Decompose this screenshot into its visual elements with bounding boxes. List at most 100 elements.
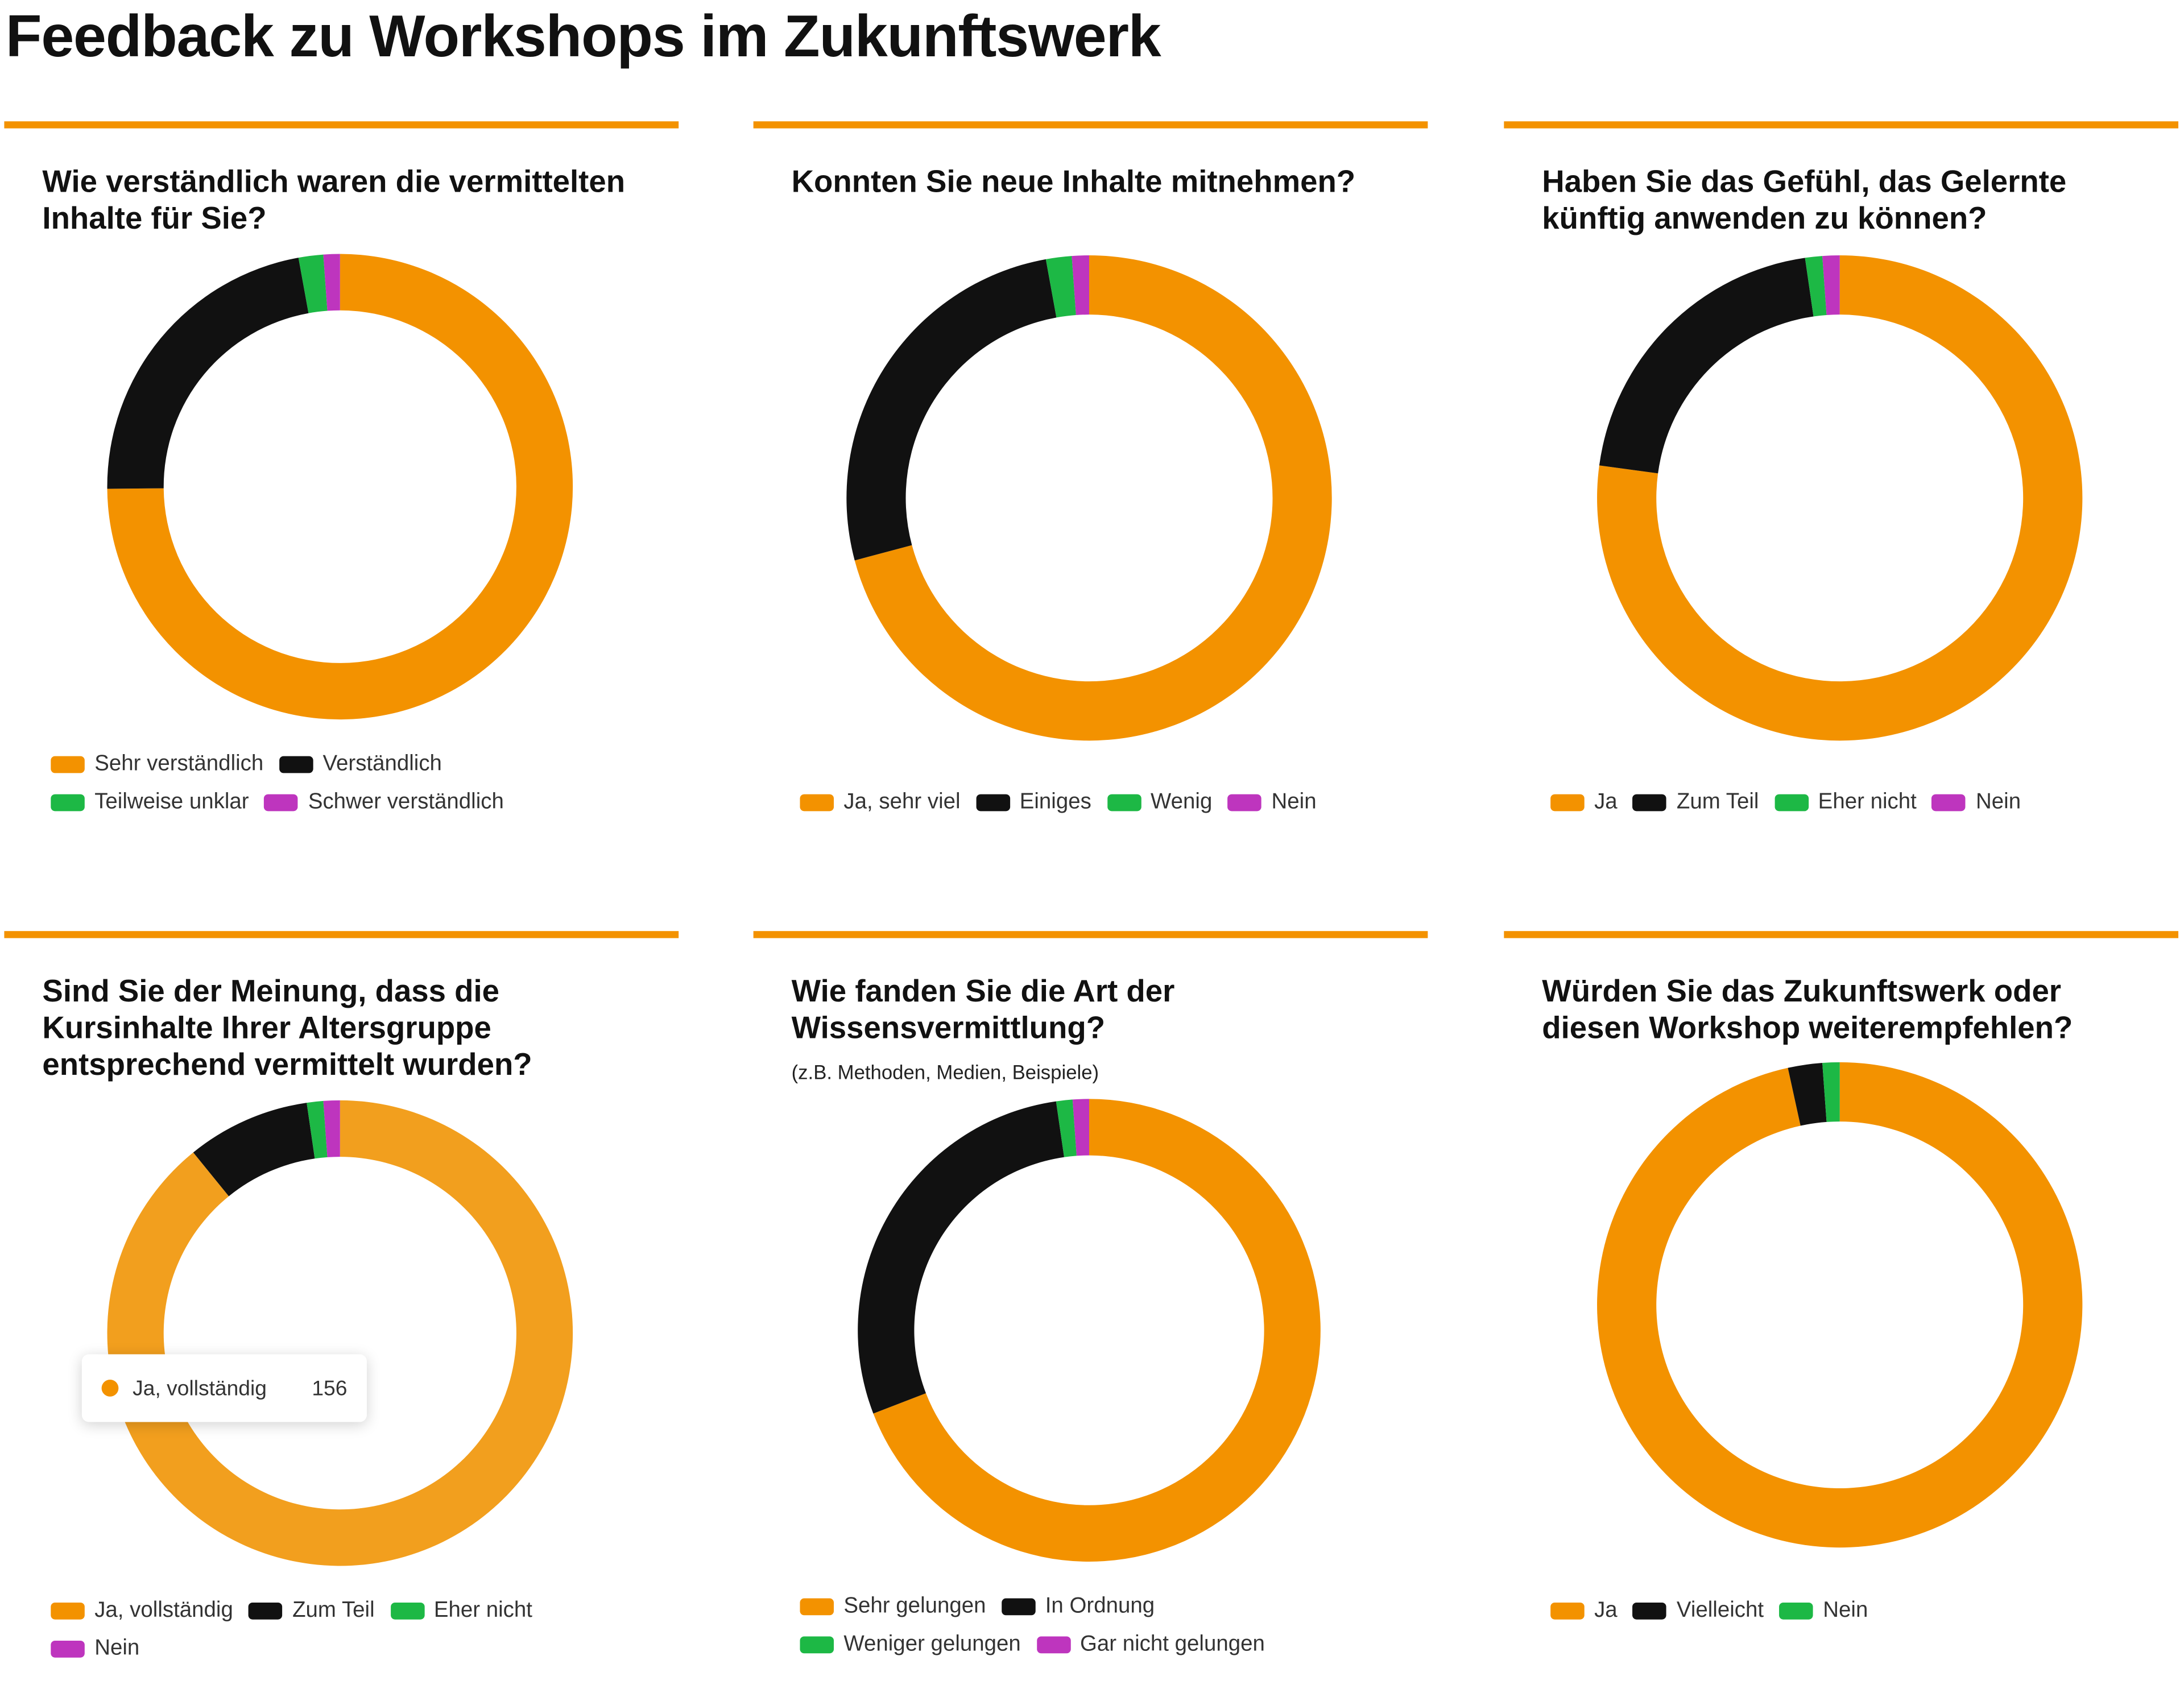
tooltip-dot — [101, 1380, 119, 1397]
legend-label: Nein — [1823, 1598, 1868, 1622]
legend-label: Wenig — [1151, 790, 1213, 814]
donut-chart — [846, 255, 1332, 741]
legend-swatch — [800, 794, 834, 812]
legend-swatch — [1774, 794, 1809, 812]
legend: Sehr gelungen In Ordnung Weniger gelungen G… — [800, 1594, 1393, 1658]
legend-item[interactable]: Verständlich — [279, 752, 442, 777]
legend-label: Ja, sehr viel — [843, 790, 961, 814]
legend-swatch — [800, 1598, 834, 1616]
legend-item[interactable]: Weniger gelungen — [800, 1632, 1021, 1658]
chart-title: Haben Sie das Gefühl, das Gelernte künft… — [1542, 163, 2067, 236]
donut-slice-einiges[interactable] — [846, 259, 1057, 561]
chart-panel: Wie fanden Sie die Art der Wissensvermit… — [753, 931, 1428, 1693]
legend-label: Sehr verständlich — [94, 752, 264, 776]
donut-slice-nein[interactable] — [1822, 255, 1840, 316]
legend: Ja, sehr viel Einiges Wenig Nein — [800, 790, 1393, 816]
legend-item[interactable]: Nein — [1779, 1599, 1868, 1624]
donut-slice-in-ordnung[interactable] — [858, 1101, 1064, 1414]
donut-slice-schwer-verständlich[interactable] — [323, 254, 340, 311]
legend: Ja Vielleicht Nein — [1550, 1599, 2143, 1624]
donut-chart — [1597, 255, 2083, 741]
legend: Ja Zum Teil Eher nicht Nein — [1550, 790, 2143, 816]
legend-swatch — [390, 1602, 424, 1620]
legend-item[interactable]: Sehr verständlich — [51, 752, 263, 777]
legend-swatch — [975, 794, 1010, 812]
legend-swatch — [51, 1602, 85, 1620]
legend-label: Nein — [1976, 790, 2021, 814]
legend-item[interactable]: In Ordnung — [1001, 1594, 1155, 1620]
legend-label: Zum Teil — [292, 1598, 375, 1622]
legend-item[interactable]: Zum Teil — [249, 1599, 375, 1624]
donut-chart — [858, 1099, 1321, 1562]
legend: Ja, vollständig Zum Teil Eher nicht Nein — [51, 1599, 643, 1662]
donut-chart — [107, 1100, 573, 1566]
chart-title: Würden Sie das Zukunftswerk oder diesen … — [1542, 973, 2073, 1046]
legend-item[interactable]: Ja, sehr viel — [800, 790, 961, 816]
legend-swatch — [1550, 794, 1585, 812]
donut-slice-eher-nicht[interactable] — [1805, 256, 1827, 317]
legend-label: Schwer verständlich — [308, 790, 504, 814]
legend-item[interactable]: Wenig — [1107, 790, 1212, 816]
legend-label: Vielleicht — [1676, 1598, 1764, 1622]
legend: Sehr verständlich Verständlich Teilweise u… — [51, 752, 643, 816]
donut-slice-wenig[interactable] — [1045, 256, 1076, 318]
legend-item[interactable]: Einiges — [975, 790, 1091, 816]
legend-item[interactable]: Eher nicht — [1774, 790, 1917, 816]
donut-slice-nein[interactable] — [1072, 255, 1090, 316]
legend-label: Sehr gelungen — [843, 1594, 986, 1619]
donut-chart — [107, 254, 573, 720]
donut-slice-eher-nicht[interactable] — [307, 1100, 328, 1159]
legend-label: In Ordnung — [1045, 1594, 1155, 1619]
divider — [753, 121, 1428, 129]
donut-slice-nein[interactable] — [323, 1100, 340, 1157]
legend-item[interactable]: Nein — [1227, 790, 1317, 816]
donut-slice-gar-nicht-gelungen[interactable] — [1072, 1099, 1090, 1156]
legend-item[interactable]: Sehr gelungen — [800, 1594, 986, 1620]
legend-swatch — [51, 756, 85, 773]
legend-swatch — [1001, 1598, 1036, 1616]
donut-slice-weniger-gelungen[interactable] — [1056, 1099, 1077, 1157]
donut-slice-ja[interactable] — [1597, 1062, 2083, 1548]
divider — [1504, 931, 2179, 938]
donut-slice-vielleicht[interactable] — [1788, 1062, 1827, 1126]
donut-slice-verständlich[interactable] — [107, 258, 309, 489]
chart-panel: Haben Sie das Gefühl, das Gelernte künft… — [1504, 121, 2179, 883]
chart-title: Wie fanden Sie die Art der Wissensvermit… — [791, 973, 1175, 1046]
legend-swatch — [279, 756, 313, 773]
chart-panel: Sind Sie der Meinung, dass die Kursinhal… — [4, 931, 679, 1693]
legend-label: Gar nicht gelungen — [1079, 1632, 1265, 1657]
divider — [753, 931, 1428, 938]
legend-item[interactable]: Gar nicht gelungen — [1036, 1632, 1265, 1658]
legend-label: Weniger gelungen — [843, 1632, 1021, 1657]
tooltip-label: Ja, vollständig — [133, 1376, 267, 1400]
donut-slice-nein[interactable] — [1822, 1062, 1840, 1122]
legend-label: Nein — [94, 1636, 140, 1661]
donut-slice-zum-teil[interactable] — [193, 1103, 315, 1197]
donut-slice-teilweise-unklar[interactable] — [298, 254, 328, 313]
legend-label: Einiges — [1019, 790, 1091, 814]
legend-label: Ja — [1594, 790, 1618, 814]
donut-chart — [1597, 1062, 2083, 1548]
legend-item[interactable]: Ja — [1550, 790, 1618, 816]
divider — [1504, 121, 2179, 129]
legend-item[interactable]: Ja — [1550, 1599, 1618, 1624]
legend-item[interactable]: Nein — [1932, 790, 2021, 816]
legend-item[interactable]: Nein — [51, 1636, 139, 1662]
legend-item[interactable]: Zum Teil — [1632, 790, 1759, 816]
legend-label: Teilweise unklar — [94, 790, 249, 814]
legend-item[interactable]: Schwer verständlich — [264, 790, 504, 816]
legend-swatch — [800, 1636, 834, 1654]
donut-slice-ja-vollständig[interactable] — [107, 1100, 573, 1566]
chart-title: Wie verständlich waren die vermittelten … — [42, 163, 626, 236]
legend-item[interactable]: Vielleicht — [1632, 1598, 1764, 1624]
legend-swatch — [249, 1602, 283, 1620]
donut-slice-zum-teil[interactable] — [1599, 258, 1814, 474]
legend-item[interactable]: Teilweise unklar — [51, 790, 249, 816]
chart-title: Sind Sie der Meinung, dass die Kursinhal… — [42, 973, 532, 1082]
legend-swatch — [1227, 794, 1262, 812]
legend-item[interactable]: Ja, vollständig — [51, 1599, 233, 1624]
legend-label: Verständlich — [322, 752, 442, 776]
legend-item[interactable]: Eher nicht — [390, 1599, 532, 1624]
divider — [4, 121, 679, 129]
